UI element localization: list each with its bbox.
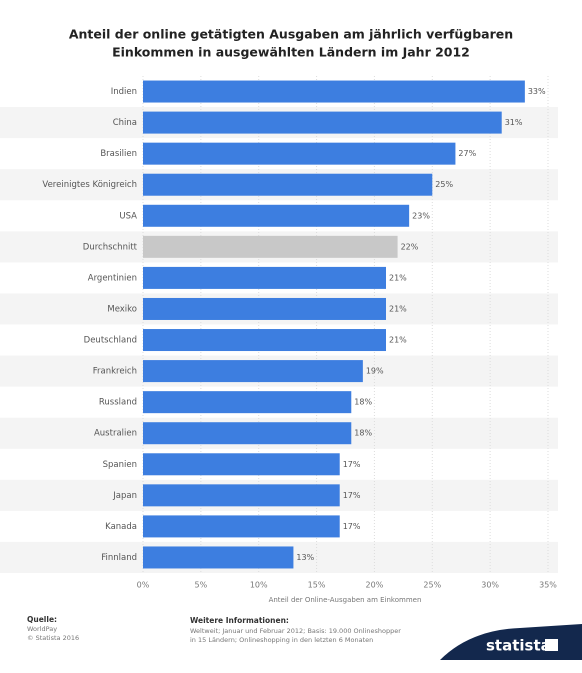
y-tick-label: Spanien [103,460,137,470]
info-label: Weitere Informationen: [190,616,289,625]
value-label: 17% [343,522,361,531]
x-axis-label: Anteil der Online-Ausgaben am Einkommen [269,596,422,604]
bar [143,360,363,383]
x-tick-label: 0% [137,581,150,590]
y-tick-label: Russland [99,398,137,408]
x-tick-label: 35% [539,581,557,590]
info-line: Weltweit; Januar und Februar 2012; Basis… [190,627,401,635]
y-tick-label: Mexiko [107,304,137,314]
brand-icon [545,639,558,651]
y-tick-label: Durchschnitt [83,242,138,252]
value-label: 22% [401,242,419,251]
y-tick-label: Japan [112,491,137,501]
x-tick-label: 25% [423,581,441,590]
bar [143,266,386,289]
value-label: 21% [389,304,407,313]
y-tick-label: China [113,118,137,128]
value-label: 21% [389,336,407,345]
bar [143,484,340,507]
value-label: 31% [505,118,523,127]
x-tick-label: 30% [481,581,499,590]
value-label: 19% [366,367,384,376]
chart-title: Einkommen in ausgewählten Ländern im Jah… [112,45,470,60]
bar [143,422,352,445]
x-tick-label: 5% [195,581,208,590]
y-tick-label: Brasilien [100,149,137,159]
value-label: 17% [343,491,361,500]
y-tick-label: Indien [111,87,137,97]
bar [143,235,398,258]
y-tick-label: Argentinien [88,273,137,283]
chart-title: Anteil der online getätigten Ausgaben am… [69,27,513,42]
bar [143,391,352,414]
bar [143,546,294,569]
bar [143,111,502,134]
bar [143,453,340,476]
value-label: 17% [343,460,361,469]
bar [143,329,386,352]
value-label: 18% [354,398,372,407]
bar [143,297,386,320]
x-tick-label: 15% [308,581,326,590]
x-tick-label: 20% [366,581,384,590]
y-tick-label: Vereinigtes Königreich [42,180,137,190]
bar [143,204,410,227]
source-label: Quelle: [27,615,57,624]
value-label: 33% [528,87,546,96]
brand-logo: statista [486,637,551,655]
info-line: in 15 Ländern; Onlineshopping in den let… [190,636,373,644]
y-tick-label: Finnland [101,553,137,563]
bar [143,173,433,196]
source: WorldPay [27,625,57,633]
plot-area: 0% 5% 10% 15% 20% 25% 30% 35% Indien 33% China 31% B… [0,76,558,590]
bar [143,142,456,165]
bar [143,80,525,103]
value-label: 25% [435,180,453,189]
y-tick-label: Frankreich [93,367,137,377]
value-label: 18% [354,429,372,438]
y-tick-label: Kanada [105,522,137,532]
value-label: 21% [389,273,407,282]
y-tick-label: Australien [94,429,137,439]
copyright: © Statista 2016 [27,634,79,642]
x-tick-label: 10% [250,581,268,590]
value-label: 13% [296,553,314,562]
bar [143,515,340,538]
value-label: 23% [412,211,430,220]
value-label: 27% [458,149,476,158]
y-tick-label: Deutschland [84,336,137,346]
y-tick-label: USA [119,211,137,221]
